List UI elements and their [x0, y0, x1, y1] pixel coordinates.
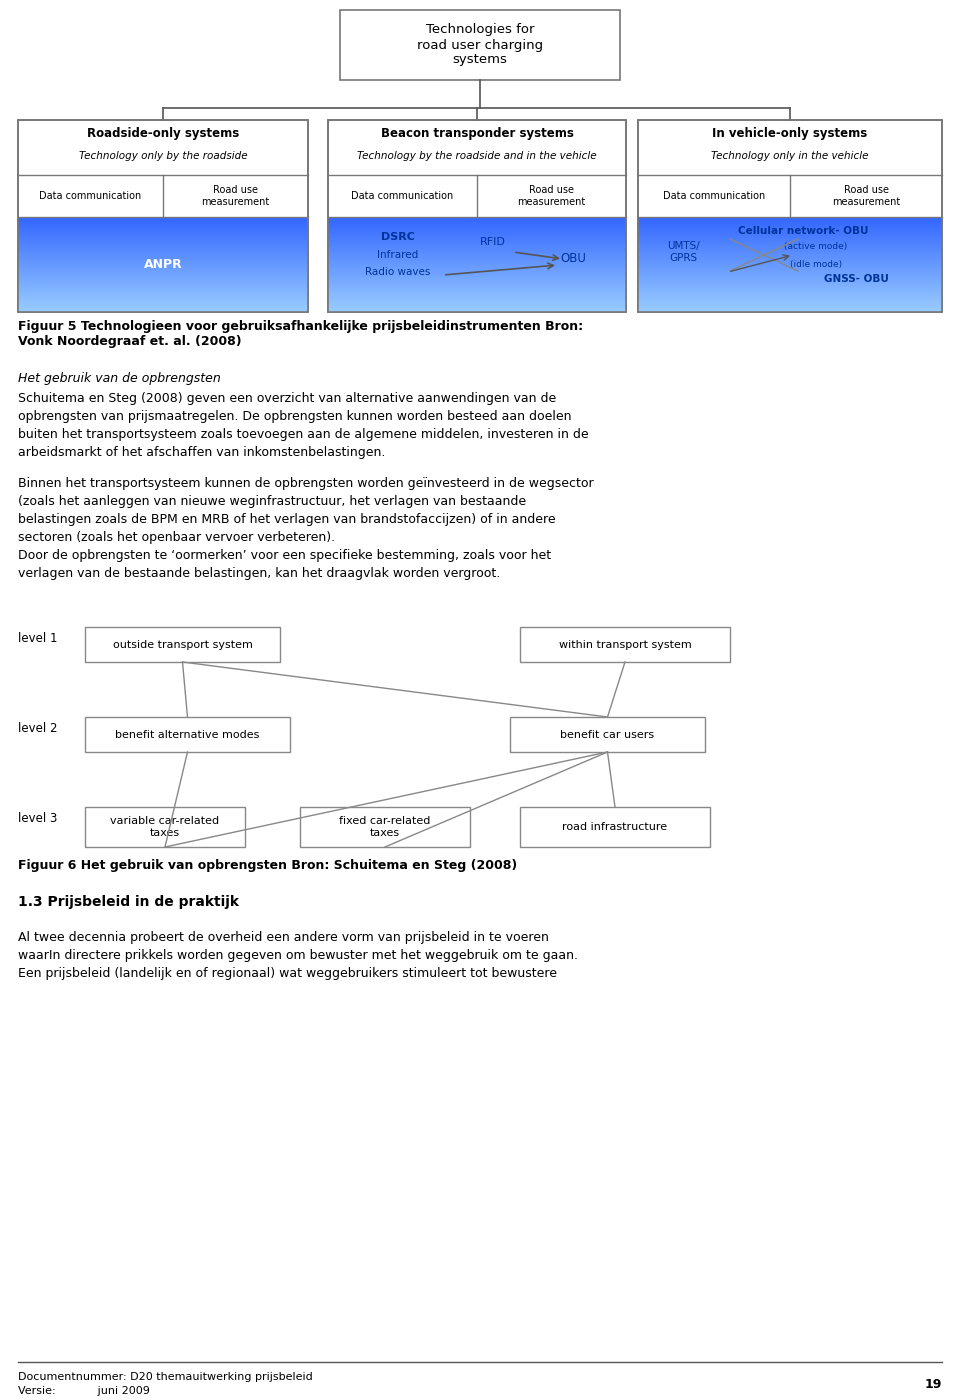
Text: DSRC: DSRC [381, 232, 415, 242]
FancyBboxPatch shape [328, 120, 626, 312]
FancyBboxPatch shape [520, 806, 710, 847]
Text: road infrastructure: road infrastructure [563, 822, 667, 832]
FancyBboxPatch shape [520, 627, 730, 662]
Text: (idle mode): (idle mode) [790, 260, 842, 269]
Text: Figuur 6 Het gebruik van opbrengsten Bron: Schuitema en Steg (2008): Figuur 6 Het gebruik van opbrengsten Bro… [18, 860, 517, 872]
Text: Door de opbrengsten te ‘oormerken’ voor een specifieke bestemming, zoals voor he: Door de opbrengsten te ‘oormerken’ voor … [18, 549, 551, 580]
Text: Radio waves: Radio waves [366, 267, 431, 277]
Text: (active mode): (active mode) [784, 242, 848, 252]
FancyBboxPatch shape [85, 717, 290, 752]
Text: Al twee decennia probeert de overheid een andere vorm van prijsbeleid in te voer: Al twee decennia probeert de overheid ee… [18, 931, 578, 980]
Text: level 3: level 3 [18, 812, 58, 826]
Text: within transport system: within transport system [559, 640, 691, 650]
Text: Infrared: Infrared [377, 251, 419, 260]
Text: Schuitema en Steg (2008) geven een overzicht van alternative aanwendingen van de: Schuitema en Steg (2008) geven een overz… [18, 392, 588, 459]
Text: OBU: OBU [560, 252, 586, 266]
Text: RFID: RFID [480, 237, 506, 246]
Text: Documentnummer: D20 themauitwerking prijsbeleid: Documentnummer: D20 themauitwerking prij… [18, 1372, 313, 1382]
Text: variable car-related
taxes: variable car-related taxes [110, 816, 220, 837]
Text: Het gebruik van de opbrengsten: Het gebruik van de opbrengsten [18, 372, 221, 385]
Text: Roadside-only systems: Roadside-only systems [86, 126, 239, 140]
FancyBboxPatch shape [85, 627, 280, 662]
Text: UMTS/
GPRS: UMTS/ GPRS [666, 241, 700, 263]
Text: benefit car users: benefit car users [561, 729, 655, 739]
Text: Technology only in the vehicle: Technology only in the vehicle [711, 151, 869, 161]
Text: Technologies for
road user charging
systems: Technologies for road user charging syst… [417, 24, 543, 66]
Text: Versie:            juni 2009: Versie: juni 2009 [18, 1386, 150, 1396]
Text: level 2: level 2 [18, 722, 58, 735]
Text: fixed car-related
taxes: fixed car-related taxes [339, 816, 431, 837]
Text: outside transport system: outside transport system [112, 640, 252, 650]
Text: Technology only by the roadside: Technology only by the roadside [79, 151, 248, 161]
Text: Binnen het transportsysteem kunnen de opbrengsten worden geïnvesteerd in de wegs: Binnen het transportsysteem kunnen de op… [18, 477, 593, 545]
Text: Road use
measurement: Road use measurement [202, 185, 270, 207]
Text: level 1: level 1 [18, 633, 58, 645]
Text: GNSS- OBU: GNSS- OBU [824, 274, 888, 284]
Text: Data communication: Data communication [39, 190, 142, 202]
FancyBboxPatch shape [300, 806, 470, 847]
Text: Data communication: Data communication [662, 190, 765, 202]
FancyBboxPatch shape [340, 10, 620, 80]
Text: ANPR: ANPR [144, 258, 182, 272]
Text: Road use
measurement: Road use measurement [832, 185, 900, 207]
Text: Beacon transponder systems: Beacon transponder systems [380, 126, 573, 140]
FancyBboxPatch shape [85, 806, 245, 847]
FancyBboxPatch shape [18, 120, 308, 312]
Text: 19: 19 [924, 1378, 942, 1392]
FancyBboxPatch shape [510, 717, 705, 752]
Text: Figuur 5 Technologieen voor gebruiksafhankelijke prijsbeleidinstrumenten Bron:
V: Figuur 5 Technologieen voor gebruiksafha… [18, 321, 583, 349]
Text: In vehicle-only systems: In vehicle-only systems [712, 126, 868, 140]
Text: Road use
measurement: Road use measurement [517, 185, 586, 207]
Text: Technology by the roadside and in the vehicle: Technology by the roadside and in the ve… [357, 151, 597, 161]
FancyBboxPatch shape [638, 120, 942, 312]
Text: benefit alternative modes: benefit alternative modes [115, 729, 260, 739]
Text: 1.3 Prijsbeleid in de praktijk: 1.3 Prijsbeleid in de praktijk [18, 895, 239, 909]
Text: Data communication: Data communication [351, 190, 454, 202]
Text: Cellular network- OBU: Cellular network- OBU [737, 225, 868, 237]
